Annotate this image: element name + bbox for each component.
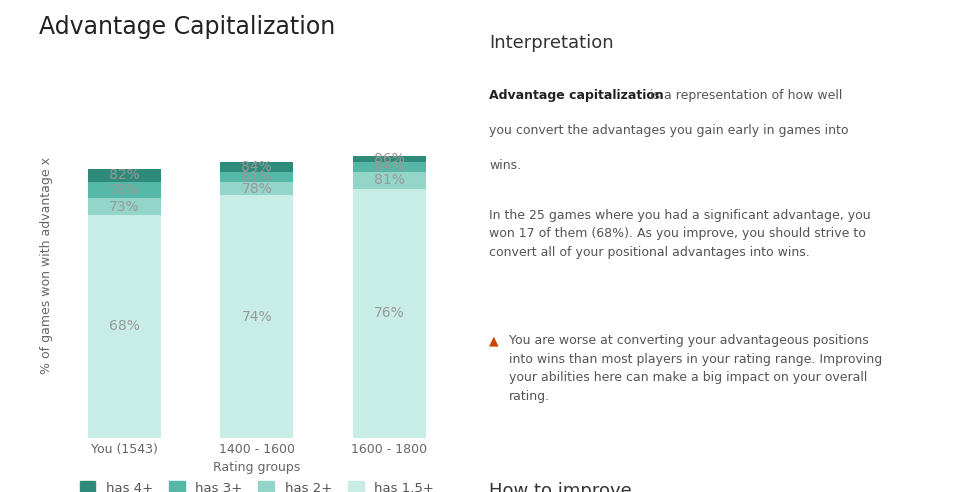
Text: 74%: 74% bbox=[241, 309, 272, 324]
Text: Interpretation: Interpretation bbox=[489, 34, 614, 53]
Text: 78%: 78% bbox=[109, 183, 140, 197]
Legend: has 4+, has 3+, has 2+, has 1.5+: has 4+, has 3+, has 2+, has 1.5+ bbox=[75, 476, 439, 492]
Text: wins.: wins. bbox=[489, 159, 521, 172]
Bar bbox=[353, 188, 425, 438]
Text: is a representation of how well: is a representation of how well bbox=[646, 89, 843, 101]
Text: 76%: 76% bbox=[374, 306, 405, 320]
Text: you convert the advantages you gain early in games into: you convert the advantages you gain earl… bbox=[489, 124, 849, 137]
Text: ▲: ▲ bbox=[489, 334, 499, 347]
Text: 73%: 73% bbox=[109, 200, 140, 214]
Bar bbox=[220, 182, 294, 438]
Text: 84%: 84% bbox=[374, 160, 405, 174]
Text: Advantage Capitalization: Advantage Capitalization bbox=[39, 15, 335, 39]
Text: 81%: 81% bbox=[374, 173, 405, 187]
Text: 81%: 81% bbox=[241, 170, 272, 184]
Text: 82%: 82% bbox=[109, 168, 140, 183]
Text: 68%: 68% bbox=[109, 319, 140, 334]
Y-axis label: % of games won with advantage x: % of games won with advantage x bbox=[40, 157, 52, 374]
X-axis label: Rating groups: Rating groups bbox=[213, 461, 300, 474]
Bar bbox=[88, 182, 161, 438]
Text: In the 25 games where you had a significant advantage, you
won 17 of them (68%).: In the 25 games where you had a signific… bbox=[489, 209, 871, 259]
Bar bbox=[220, 195, 294, 438]
Bar bbox=[88, 169, 161, 438]
Text: You are worse at converting your advantageous positions
into wins than most play: You are worse at converting your advanta… bbox=[509, 334, 882, 402]
Text: Advantage capitalization: Advantage capitalization bbox=[489, 89, 664, 101]
Text: 78%: 78% bbox=[241, 182, 272, 196]
Text: How to improve: How to improve bbox=[489, 482, 632, 492]
Bar bbox=[220, 172, 294, 438]
Text: 84%: 84% bbox=[241, 160, 272, 174]
Bar bbox=[88, 198, 161, 438]
Bar bbox=[88, 215, 161, 438]
Bar bbox=[353, 156, 425, 438]
Bar bbox=[220, 162, 294, 438]
Text: 86%: 86% bbox=[374, 152, 405, 166]
Bar bbox=[353, 162, 425, 438]
Bar bbox=[353, 172, 425, 438]
